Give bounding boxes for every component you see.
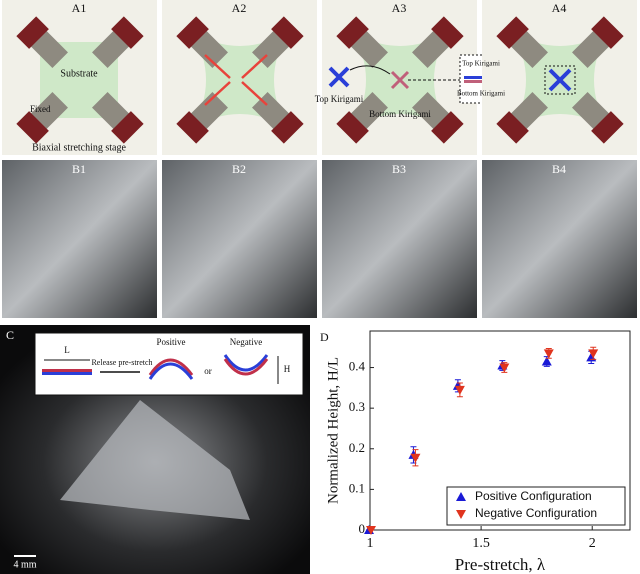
annotation: Top Kirigami (462, 60, 500, 68)
panel-a1 (2, 0, 157, 155)
panel-a4 (482, 0, 637, 155)
annotation: Bottom Kirigami (457, 90, 505, 98)
y-tick-label: 0 (359, 521, 366, 536)
y-tick-label: 0.2 (349, 440, 365, 455)
panel-label: D (320, 330, 329, 344)
x-axis-label: Pre-stretch, λ (455, 555, 546, 574)
annotation: Bottom Kirigami (369, 109, 431, 119)
legend-marker (456, 510, 466, 519)
panel-label: B3 (392, 162, 406, 176)
chart: 0 0.1 0.2 0.3 0.4 1 1.5 2 Pre-stretch, λ Normaliz… (325, 330, 631, 574)
scale-bar-label: 4 mm (13, 559, 36, 570)
legend-marker (456, 492, 466, 501)
legend-label: Positive Configuration (475, 489, 592, 503)
panel-label: A2 (232, 1, 247, 15)
legend-box (446, 486, 626, 526)
inset-text: Release pre-stretch (91, 358, 152, 367)
panel-label: C (6, 328, 14, 342)
inset-text: Negative (230, 337, 262, 347)
panel-label: B4 (552, 162, 566, 176)
marker (499, 363, 510, 373)
sample (60, 400, 250, 520)
annotation: Substrate (60, 68, 98, 79)
panel-label: A4 (552, 1, 567, 15)
legend-label: Negative Configuration (475, 506, 597, 520)
panel-label: B2 (232, 162, 246, 176)
panel-a3 (322, 0, 503, 155)
x-tick-label: 2 (589, 536, 596, 551)
x-tick-label: 1.5 (472, 536, 490, 551)
panel-label: B1 (72, 162, 86, 176)
inset-text: Positive (156, 337, 185, 347)
marker (541, 356, 552, 366)
x-tick-label: 1 (367, 536, 374, 551)
marker (543, 349, 554, 359)
y-tick-label: 0.4 (349, 359, 366, 374)
marker (366, 526, 376, 535)
panel-a2 (162, 0, 317, 155)
y-tick-label: 0.3 (349, 399, 365, 414)
annotation: Biaxial stretching stage (32, 142, 126, 153)
inset-text: L (64, 345, 70, 355)
y-axis-label: Normalized Height, H/L (325, 357, 341, 504)
panel-label: A3 (392, 1, 407, 15)
panel-label: A1 (72, 1, 87, 15)
photos-b (2, 160, 637, 318)
annotation: Top Kirigami (315, 94, 364, 104)
marker (410, 453, 421, 463)
y-tick-label: 0.1 (349, 480, 365, 495)
marker (454, 385, 465, 395)
marker (588, 349, 599, 359)
inset-text: or (204, 366, 212, 376)
annotation: Fixed (30, 104, 51, 114)
inset-text: H (284, 364, 291, 374)
